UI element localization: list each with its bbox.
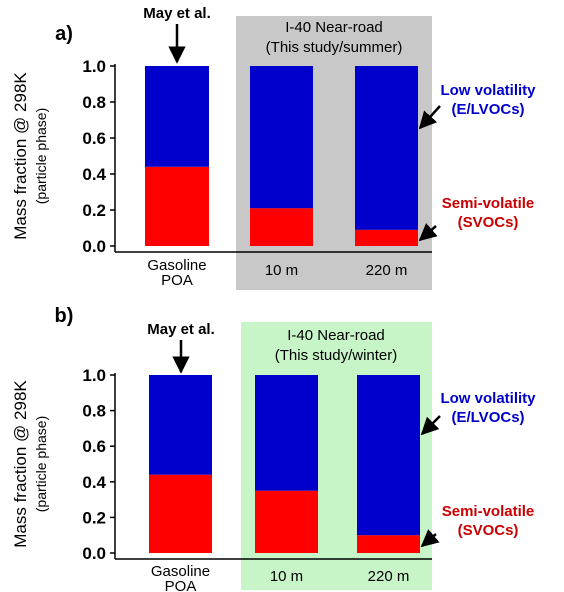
- chart-panel-b: b) I-40 Near-road (This study/winter) 0.0 0.…: [11, 305, 536, 592]
- low-volatility-arrow: [420, 415, 441, 436]
- semi-volatile-label: (SVOCs): [458, 214, 519, 231]
- y-tick-label: 0.6: [82, 437, 106, 456]
- semi-volatile-label: Semi-volatile: [442, 503, 535, 520]
- low-volatility-arrow: [418, 105, 441, 130]
- y-tick-label: 1.0: [82, 57, 106, 76]
- x-tick-label: 220 m: [368, 568, 410, 585]
- bar-segment-low-volatility: [145, 66, 209, 167]
- x-tick-label: 220 m: [366, 262, 408, 279]
- y-tick-label: 0.4: [82, 165, 106, 184]
- bar-segment-low-volatility: [357, 375, 420, 536]
- bar-segment-semi-volatile: [250, 208, 313, 246]
- highlight-title-line: I-40 Near-road: [285, 19, 383, 36]
- highlight-title-line: I-40 Near-road: [287, 327, 385, 344]
- x-tick-label: 10 m: [270, 568, 303, 585]
- y-tick-label: 0.4: [82, 473, 106, 492]
- reference-label: May et al.: [143, 5, 211, 22]
- x-tick-label: Gasoline: [147, 257, 206, 274]
- highlight-title-line: (This study/winter): [275, 347, 398, 364]
- y-tick-label: 0.2: [82, 508, 106, 527]
- x-tick-label: POA: [165, 578, 197, 592]
- y-tick-label: 0.8: [82, 93, 106, 112]
- y-tick-label: 0.6: [82, 129, 106, 148]
- highlight-title-line: (This study/summer): [266, 39, 403, 56]
- semi-volatile-arrow: [420, 529, 440, 548]
- y-axis-label: Mass fraction @ 298K: [11, 380, 30, 548]
- x-tick-label: POA: [161, 272, 193, 289]
- bar-segment-low-volatility: [250, 66, 313, 209]
- y-axis-label: Mass fraction @ 298K: [11, 72, 30, 240]
- y-axis-sublabel: (particle phase): [33, 416, 49, 513]
- y-tick-label: 0.2: [82, 201, 106, 220]
- bar-segment-low-volatility: [355, 66, 418, 230]
- chart-panel-a: a) I-40 Near-road (This study/summer) 0.0 0.…: [11, 5, 536, 290]
- y-tick-label: 1.0: [82, 366, 106, 385]
- x-tick-label: 10 m: [265, 262, 298, 279]
- panel-label: a): [55, 23, 73, 45]
- x-tick-label: Gasoline: [151, 563, 210, 580]
- low-volatility-label: Low volatility: [440, 390, 536, 407]
- bar-segment-semi-volatile: [149, 474, 212, 553]
- panel-label: b): [55, 305, 74, 327]
- semi-volatile-label: (SVOCs): [458, 522, 519, 539]
- y-tick-label: 0.0: [82, 544, 106, 563]
- bar-segment-low-volatility: [255, 375, 318, 491]
- semi-volatile-arrow: [418, 223, 438, 242]
- y-tick-label: 0.8: [82, 402, 106, 421]
- y-axis-sublabel: (particle phase): [33, 108, 49, 205]
- semi-volatile-label: Semi-volatile: [442, 195, 535, 212]
- low-volatility-label: (E/LVOCs): [451, 409, 524, 426]
- low-volatility-label: (E/LVOCs): [451, 101, 524, 118]
- low-volatility-label: Low volatility: [440, 82, 536, 99]
- bar-segment-semi-volatile: [255, 490, 318, 553]
- y-tick-label: 0.0: [82, 237, 106, 256]
- reference-label: May et al.: [147, 321, 215, 338]
- bar-segment-semi-volatile: [145, 166, 209, 246]
- bar-segment-semi-volatile: [357, 535, 420, 553]
- bar-segment-low-volatility: [149, 375, 212, 475]
- bar-segment-semi-volatile: [355, 229, 418, 246]
